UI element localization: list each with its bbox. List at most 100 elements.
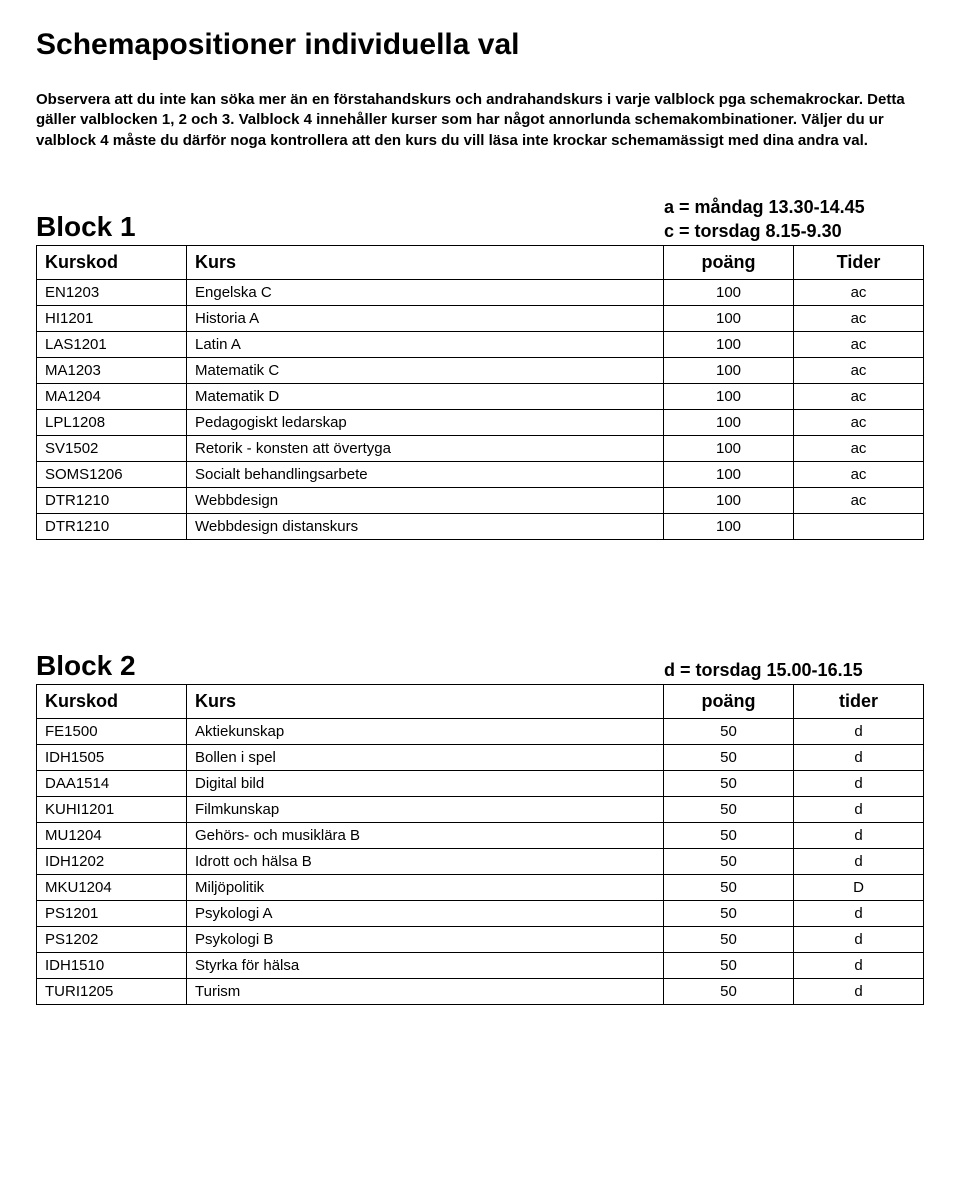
cell-tider: d (794, 927, 924, 953)
cell-kurskod: FE1500 (37, 719, 187, 745)
cell-poang: 50 (664, 797, 794, 823)
header-tider: tider (794, 685, 924, 719)
cell-tider: d (794, 901, 924, 927)
cell-kurskod: SV1502 (37, 436, 187, 462)
cell-tider: d (794, 771, 924, 797)
table-row: KUHI1201Filmkunskap50d (37, 797, 924, 823)
cell-kurs: Styrka för hälsa (187, 953, 664, 979)
cell-kurskod: LPL1208 (37, 410, 187, 436)
cell-kurs: Turism (187, 979, 664, 1005)
header-kurs: Kurs (187, 685, 664, 719)
header-kurskod: Kurskod (37, 246, 187, 280)
cell-kurskod: HI1201 (37, 306, 187, 332)
table-row: EN1203Engelska C100ac (37, 280, 924, 306)
table-row: FE1500Aktiekunskap50d (37, 719, 924, 745)
header-kurskod: Kurskod (37, 685, 187, 719)
cell-tider: d (794, 849, 924, 875)
cell-poang: 50 (664, 927, 794, 953)
cell-poang: 100 (664, 358, 794, 384)
cell-kurs: Latin A (187, 332, 664, 358)
cell-kurs: Filmkunskap (187, 797, 664, 823)
cell-kurskod: IDH1510 (37, 953, 187, 979)
table-row: IDH1510Styrka för hälsa50d (37, 953, 924, 979)
table-row: MKU1204Miljöpolitik50D (37, 875, 924, 901)
cell-tider: D (794, 875, 924, 901)
table-row: PS1202Psykologi B50d (37, 927, 924, 953)
cell-kurs: Webbdesign (187, 488, 664, 514)
cell-kurskod: IDH1202 (37, 849, 187, 875)
cell-kurs: Matematik C (187, 358, 664, 384)
table-row: IDH1505Bollen i spel50d (37, 745, 924, 771)
table-row: MA1203Matematik C100ac (37, 358, 924, 384)
header-poang: poäng (664, 246, 794, 280)
table-row: LAS1201Latin A100ac (37, 332, 924, 358)
cell-kurs: Gehörs- och musiklära B (187, 823, 664, 849)
cell-tider: ac (794, 306, 924, 332)
table-row: MA1204Matematik D100ac (37, 384, 924, 410)
cell-tider: d (794, 745, 924, 771)
cell-tider: d (794, 979, 924, 1005)
cell-poang: 50 (664, 979, 794, 1005)
cell-tider: ac (794, 358, 924, 384)
block2-heading: Block 2 d = torsdag 15.00-16.15 (36, 650, 924, 682)
cell-kurskod: DTR1210 (37, 514, 187, 540)
cell-kurskod: PS1202 (37, 927, 187, 953)
table-row: TURI1205Turism50d (37, 979, 924, 1005)
cell-kurs: Socialt behandlingsarbete (187, 462, 664, 488)
cell-kurs: Idrott och hälsa B (187, 849, 664, 875)
cell-kurskod: IDH1505 (37, 745, 187, 771)
cell-poang: 100 (664, 332, 794, 358)
block1-heading: Block 1 a = måndag 13.30-14.45 c = torsd… (36, 195, 924, 244)
cell-poang: 100 (664, 488, 794, 514)
cell-poang: 50 (664, 875, 794, 901)
table-row: PS1201Psykologi A50d (37, 901, 924, 927)
cell-kurskod: MKU1204 (37, 875, 187, 901)
cell-kurs: Webbdesign distanskurs (187, 514, 664, 540)
cell-tider: ac (794, 332, 924, 358)
table-header-row: Kurskod Kurs poäng Tider (37, 246, 924, 280)
header-tider: Tider (794, 246, 924, 280)
cell-kurskod: SOMS1206 (37, 462, 187, 488)
cell-kurs: Matematik D (187, 384, 664, 410)
table-row: HI1201Historia A100ac (37, 306, 924, 332)
cell-poang: 50 (664, 719, 794, 745)
table-row: SV1502Retorik - konsten att övertyga100a… (37, 436, 924, 462)
block2-times: d = torsdag 15.00-16.15 (664, 658, 924, 682)
cell-poang: 50 (664, 771, 794, 797)
table-row: SOMS1206Socialt behandlingsarbete100ac (37, 462, 924, 488)
cell-poang: 100 (664, 514, 794, 540)
table-row: DTR1210Webbdesign distanskurs100 (37, 514, 924, 540)
block1-table: Kurskod Kurs poäng Tider EN1203Engelska … (36, 245, 924, 540)
cell-kurs: Bollen i spel (187, 745, 664, 771)
block1-time-a: a = måndag 13.30-14.45 (664, 197, 865, 217)
cell-poang: 100 (664, 410, 794, 436)
cell-poang: 100 (664, 384, 794, 410)
cell-tider: d (794, 953, 924, 979)
cell-kurskod: LAS1201 (37, 332, 187, 358)
cell-kurskod: MA1203 (37, 358, 187, 384)
cell-kurskod: MA1204 (37, 384, 187, 410)
block1-time-b: c = torsdag 8.15-9.30 (664, 219, 916, 243)
cell-kurs: Pedagogiskt ledarskap (187, 410, 664, 436)
cell-kurskod: DAA1514 (37, 771, 187, 797)
cell-tider: ac (794, 280, 924, 306)
block2-time-a: d = torsdag 15.00-16.15 (664, 660, 863, 680)
table-row: IDH1202Idrott och hälsa B50d (37, 849, 924, 875)
cell-tider: ac (794, 410, 924, 436)
table-row: DTR1210Webbdesign100ac (37, 488, 924, 514)
cell-kurs: Historia A (187, 306, 664, 332)
cell-poang: 50 (664, 823, 794, 849)
intro-text: Observera att du inte kan söka mer än en… (36, 90, 916, 151)
cell-kurs: Psykologi A (187, 901, 664, 927)
table-row: DAA1514Digital bild50d (37, 771, 924, 797)
cell-tider: ac (794, 488, 924, 514)
cell-tider: d (794, 719, 924, 745)
table-row: LPL1208Pedagogiskt ledarskap100ac (37, 410, 924, 436)
cell-tider: d (794, 823, 924, 849)
cell-poang: 100 (664, 280, 794, 306)
block2-table: Kurskod Kurs poäng tider FE1500Aktiekuns… (36, 684, 924, 1005)
table-row: MU1204Gehörs- och musiklära B50d (37, 823, 924, 849)
page-title: Schemapositioner individuella val (36, 28, 924, 62)
cell-poang: 100 (664, 436, 794, 462)
cell-tider: ac (794, 384, 924, 410)
